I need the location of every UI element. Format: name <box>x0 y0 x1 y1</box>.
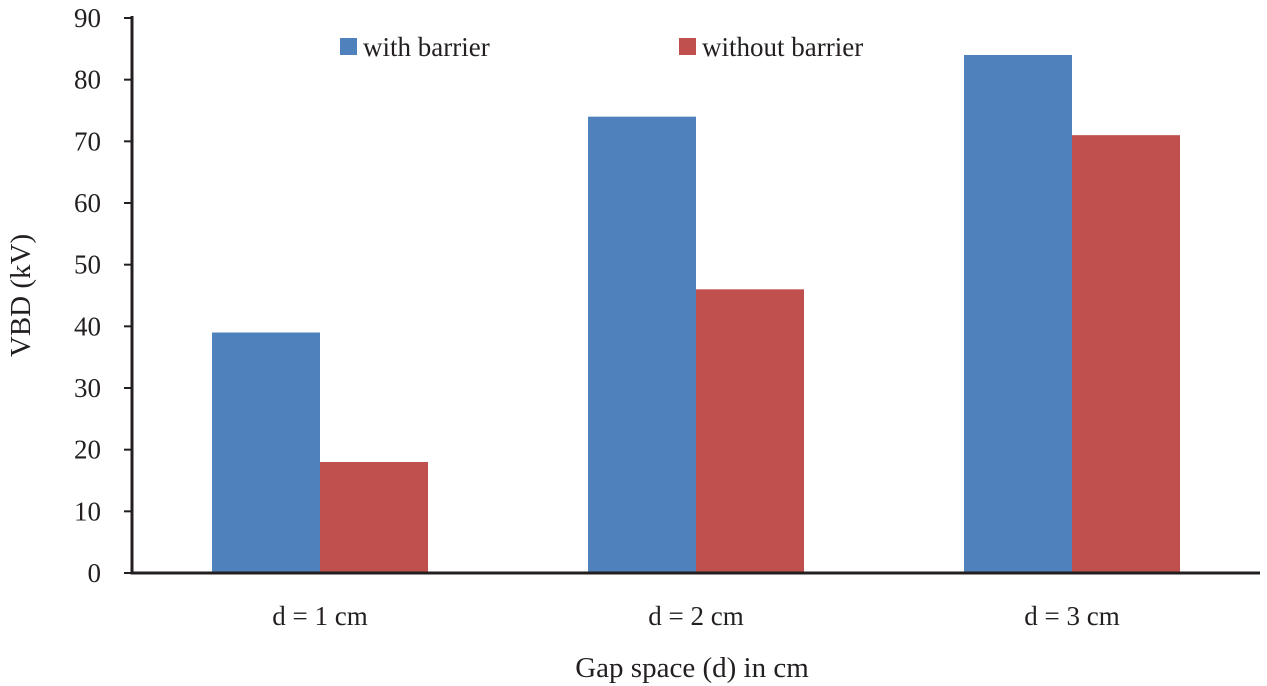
legend-swatch-without-barrier <box>679 38 696 55</box>
legend-label-with-barrier: with barrier <box>363 32 490 62</box>
y-tick-label-30: 30 <box>74 373 101 403</box>
bar-without-barrier-d-1-cm <box>320 462 428 573</box>
bar-without-barrier-d-3-cm <box>1072 135 1180 573</box>
y-tick-label-40: 40 <box>74 311 101 341</box>
y-tick-label-20: 20 <box>74 435 101 465</box>
bars-group <box>212 55 1180 574</box>
x-axis-title: Gap space (d) in cm <box>575 652 809 684</box>
y-tick-label-10: 10 <box>74 496 101 526</box>
y-tick-label-90: 90 <box>74 3 101 33</box>
x-category-label-d-1-cm: d = 1 cm <box>272 601 367 631</box>
y-tick-label-80: 80 <box>74 65 101 95</box>
y-tick-label-50: 50 <box>74 250 101 280</box>
legend: with barrier without barrier <box>340 32 863 62</box>
y-tick-label-0: 0 <box>88 558 102 588</box>
y-axis-title: VBD (kV) <box>5 234 37 357</box>
legend-swatch-with-barrier <box>340 38 357 55</box>
bar-with-barrier-d-2-cm <box>588 116 696 574</box>
bar-without-barrier-d-2-cm <box>696 289 804 573</box>
bar-with-barrier-d-3-cm <box>964 55 1072 573</box>
y-axis-ticks: 0 10 20 30 40 50 60 70 80 90 <box>74 3 132 588</box>
x-category-label-d-2-cm: d = 2 cm <box>648 601 743 631</box>
bar-with-barrier-d-1-cm <box>212 332 320 573</box>
x-axis-categories: d = 1 cm d = 2 cm d = 3 cm <box>272 601 1119 631</box>
legend-label-without-barrier: without barrier <box>702 32 863 62</box>
y-tick-label-70: 70 <box>74 126 101 156</box>
x-category-label-d-3-cm: d = 3 cm <box>1024 601 1119 631</box>
y-tick-label-60: 60 <box>74 188 101 218</box>
